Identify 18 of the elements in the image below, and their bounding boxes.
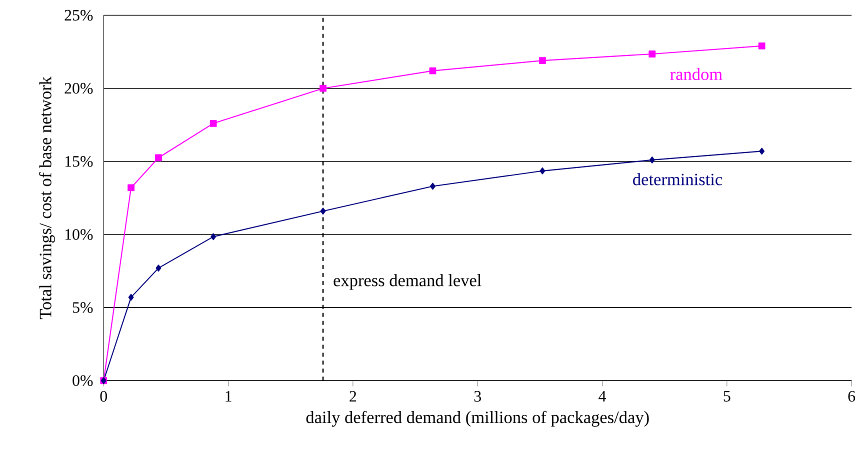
y-tick-label: 25% [64, 10, 93, 21]
y-tick-label: 15% [65, 156, 93, 167]
x-tick-label: 0 [100, 390, 108, 402]
x-tick-label: 5 [724, 390, 730, 402]
x-axis-title: daily deferred demand (millions of packages/day) [306, 410, 649, 427]
x-tick-label: 6 [848, 390, 856, 402]
y-tick-label: 0% [72, 375, 93, 386]
y-axis-title: Total savings/ cost of base network [39, 76, 55, 319]
x-tick-label: 1 [226, 390, 232, 402]
y-tick-label: 10% [65, 228, 93, 240]
y-tick-label: 5% [72, 302, 93, 313]
series-label: random [670, 68, 722, 80]
ref-line-label: express demand level [334, 274, 482, 290]
x-tick-label: 4 [598, 390, 606, 402]
y-tick-label: 20% [64, 82, 93, 94]
x-tick-label: 2 [350, 390, 356, 402]
x-tick-label: 3 [474, 390, 481, 402]
series-label: deterministic [633, 172, 722, 186]
